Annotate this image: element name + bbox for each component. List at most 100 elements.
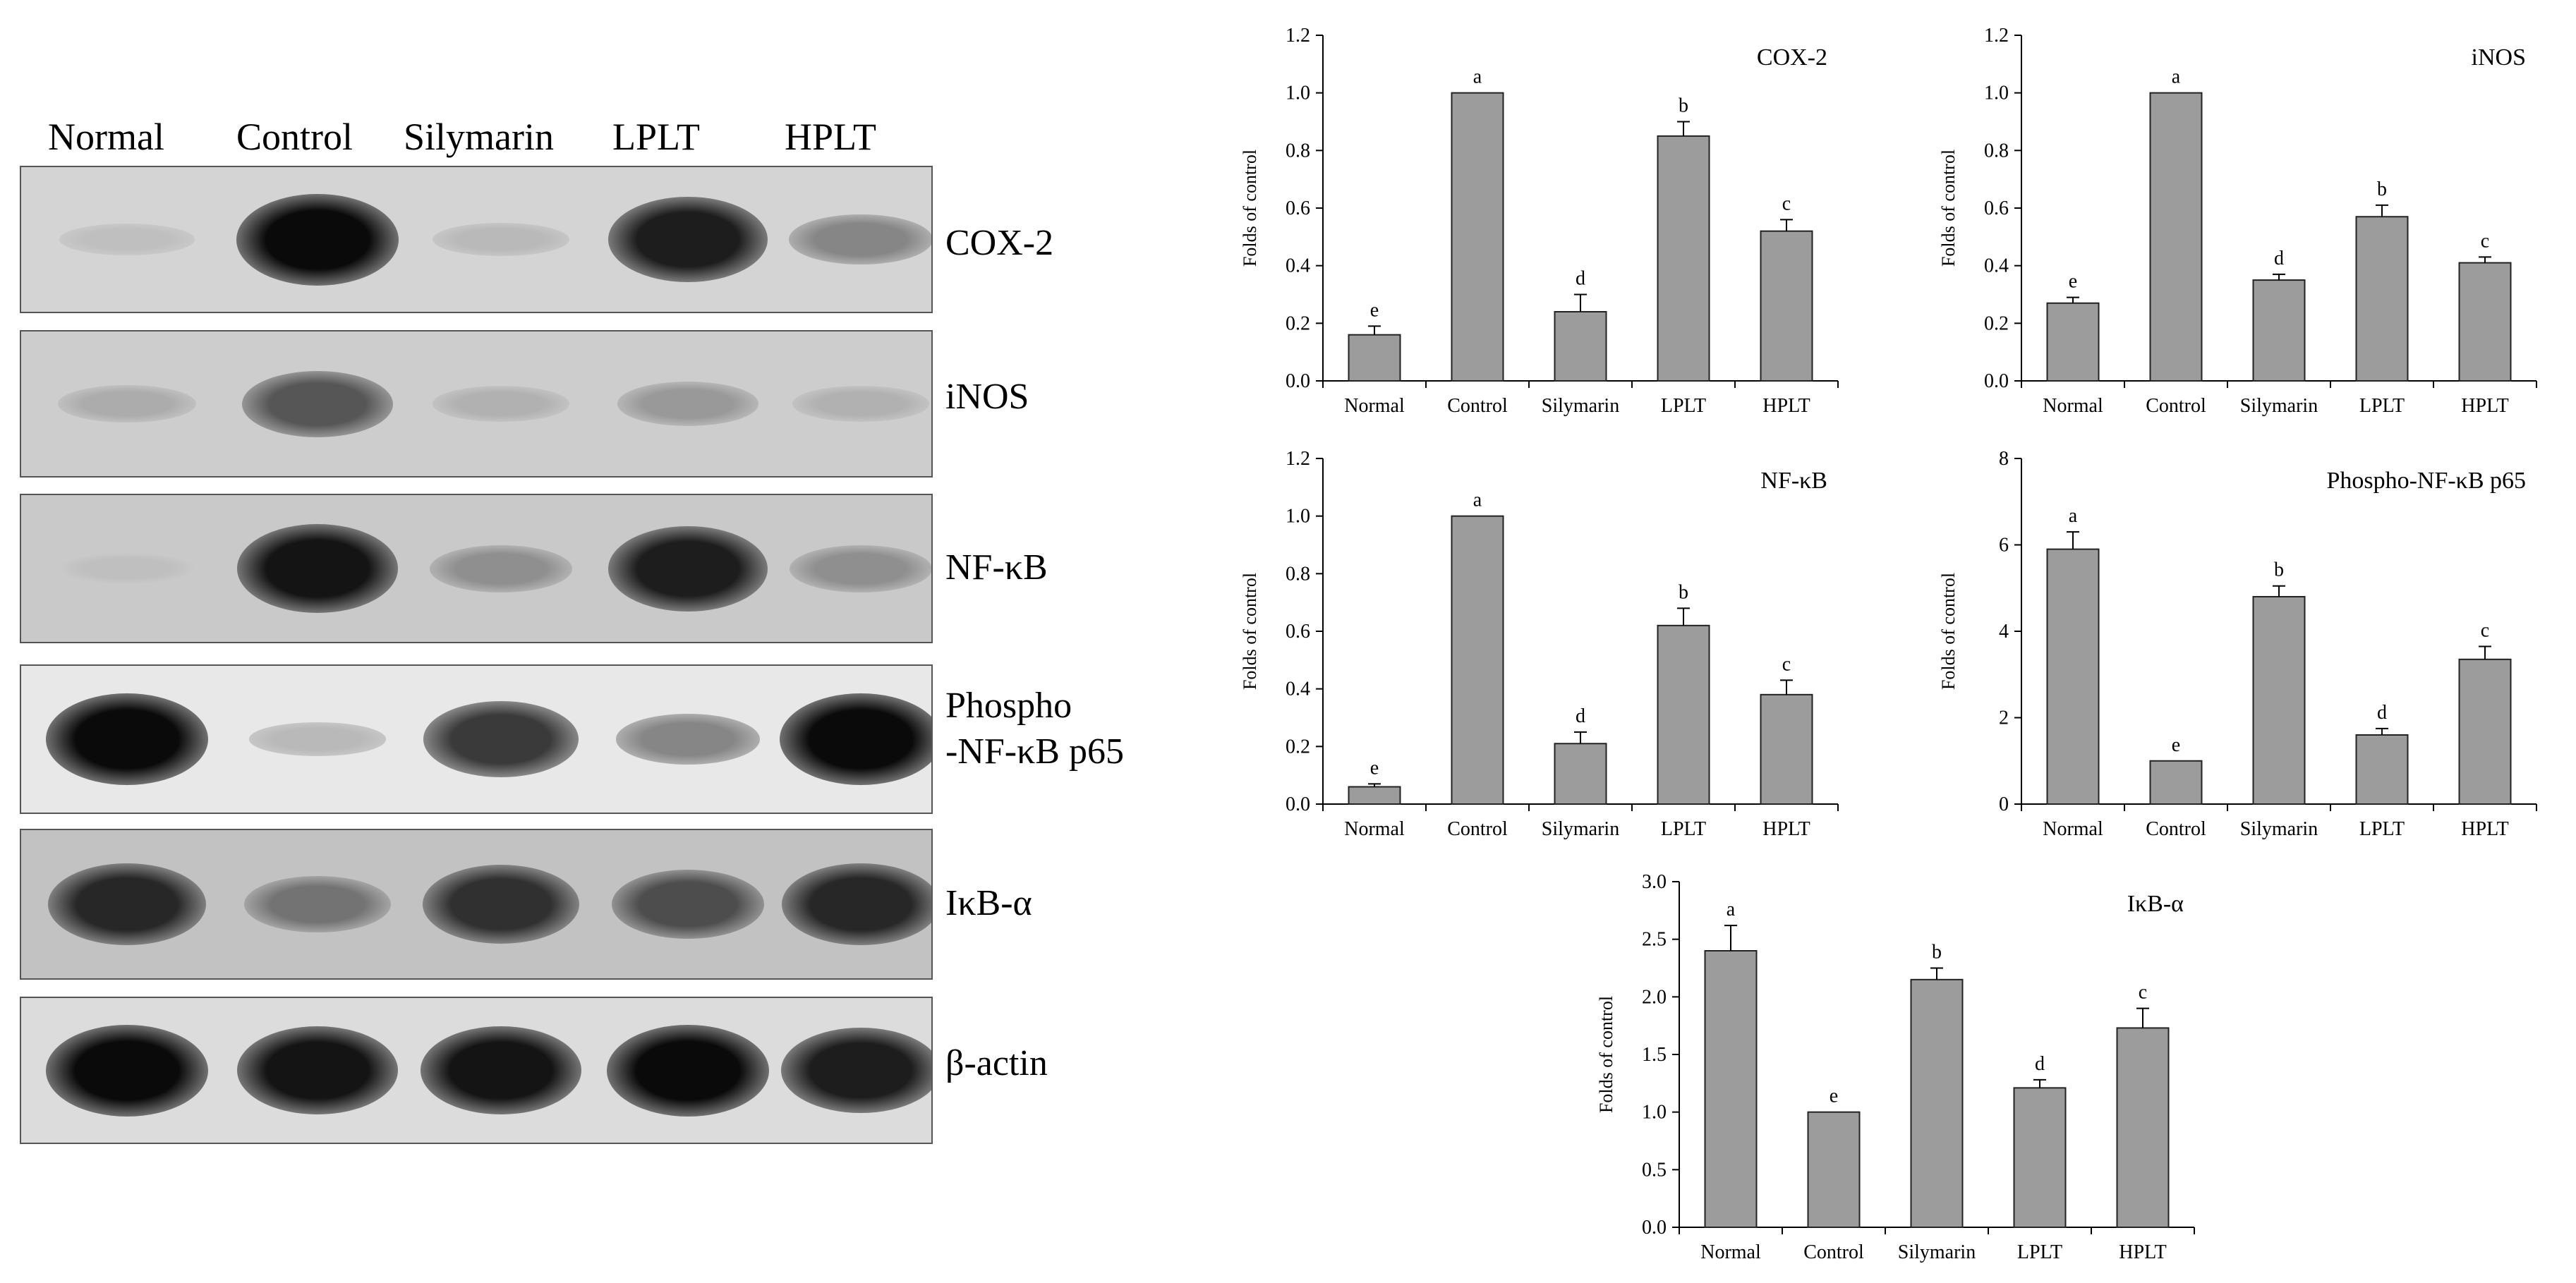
y-tick-label: 0.0	[1286, 370, 1310, 392]
protein-label-cox2: COX-2	[945, 223, 1054, 263]
x-tick-label: HPLT	[2119, 1241, 2166, 1263]
chart-title: Phospho-NF-κB p65	[2326, 468, 2526, 494]
bar	[1807, 1111, 1861, 1228]
lane-header-hplt: HPLT	[785, 116, 877, 158]
bar	[1348, 334, 1401, 382]
y-tick-label: 1.2	[1286, 448, 1310, 470]
blot-band	[607, 1024, 769, 1117]
blot-strip-beta-actin	[20, 997, 933, 1144]
x-tick-label: HPLT	[2461, 818, 2508, 840]
bar	[2252, 596, 2306, 805]
y-tick-label: 0.6	[1286, 197, 1310, 219]
significance-label: c	[2481, 230, 2489, 252]
blot-band	[616, 714, 760, 765]
x-tick-label: Control	[2146, 818, 2206, 840]
y-axis-label: Folds of control	[1240, 573, 1260, 690]
y-tick-label: 6	[1999, 535, 2009, 557]
significance-label: b	[2274, 559, 2284, 581]
chart-title: NF-κB	[1760, 468, 1827, 494]
y-axis-label: Folds of control	[1938, 573, 1959, 690]
blot-band	[244, 875, 391, 933]
bar	[1657, 135, 1710, 382]
blot-band	[46, 693, 208, 785]
y-tick-label: 0.2	[1286, 312, 1310, 334]
chart-title: IκB-α	[2127, 891, 2184, 917]
y-tick-label: 0.8	[1286, 140, 1310, 162]
x-tick-label: Silymarin	[1542, 818, 1619, 840]
significance-label: c	[1782, 653, 1791, 675]
significance-label: d	[2377, 702, 2387, 724]
significance-label: b	[1679, 581, 1688, 603]
significance-label: e	[2172, 734, 2180, 756]
x-tick-label: Control	[1803, 1241, 1864, 1263]
bar	[2013, 1087, 2067, 1228]
y-tick-label: 1.0	[1286, 83, 1310, 104]
y-tick-label: 0.0	[1286, 793, 1310, 815]
x-tick-label: Silymarin	[1898, 1241, 1976, 1263]
blot-band	[59, 552, 195, 585]
significance-label: e	[2069, 271, 2077, 293]
y-tick-label: 0.2	[1984, 312, 2009, 334]
chart-inos: 0.0 0.2 0.4 0.6 0.8 1.0 1.2 Folds of control iNO…	[1938, 25, 2537, 417]
significance-label: a	[2069, 505, 2078, 527]
significance-label: b	[1679, 95, 1688, 117]
x-tick-label: Normal	[2043, 395, 2103, 417]
y-tick-label: 0.6	[1984, 197, 2009, 219]
significance-label: d	[1576, 268, 1585, 290]
x-tick-label: LPLT	[2359, 395, 2405, 417]
y-tick-label: 2.5	[1642, 929, 1667, 951]
bar	[2355, 734, 2409, 805]
x-tick-label: Silymarin	[1542, 395, 1619, 417]
bar	[1451, 92, 1504, 382]
blot-band	[612, 869, 764, 940]
blot-band	[432, 386, 570, 422]
protein-label-ikba: IκB-α	[945, 883, 1032, 923]
significance-label: c	[2139, 982, 2147, 1004]
lane-header-lplt: LPLT	[612, 116, 701, 158]
bar	[2458, 658, 2512, 805]
x-tick-label: Control	[1447, 395, 1508, 417]
y-tick-label: 1.5	[1642, 1044, 1667, 1066]
lane-header-control: Control	[236, 116, 353, 158]
y-tick-label: 1.0	[1984, 83, 2009, 104]
bar	[1760, 693, 1813, 805]
x-tick-label: LPLT	[2359, 818, 2405, 840]
blot-band	[236, 193, 399, 286]
chart-title: iNOS	[2472, 44, 2526, 71]
y-tick-label: 0.0	[1642, 1217, 1667, 1239]
x-tick-label: Normal	[2043, 818, 2103, 840]
blot-band	[237, 1026, 398, 1115]
y-tick-label: 0.4	[1984, 255, 2009, 277]
x-tick-label: Normal	[1344, 818, 1405, 840]
significance-label: c	[1782, 193, 1791, 214]
y-tick-label: 1.0	[1286, 506, 1310, 528]
x-tick-label: Normal	[1700, 1241, 1761, 1263]
y-tick-label: 0.2	[1286, 736, 1310, 758]
significance-label: e	[1370, 299, 1379, 321]
x-tick-label: Silymarin	[2240, 818, 2318, 840]
chart-title: COX-2	[1757, 44, 1827, 71]
x-tick-label: LPLT	[2017, 1241, 2062, 1263]
blot-band	[421, 1026, 581, 1115]
y-axis-label: Folds of control	[1938, 150, 1959, 267]
chart-ikba: 0.0 0.5 1.0 1.5 2.0 2.5 3.0 Folds of control IκB…	[1596, 871, 2195, 1263]
blot-band	[423, 865, 579, 944]
bar	[1451, 515, 1504, 805]
protein-label-line-2: -NF-κB p65	[945, 731, 1124, 772]
bar	[1760, 230, 1813, 382]
blot-strip-nfkb	[20, 494, 933, 643]
significance-label: a	[1473, 490, 1482, 511]
y-tick-label: 3.0	[1642, 871, 1667, 893]
blot-band	[790, 545, 931, 592]
blot-band	[781, 1028, 931, 1113]
significance-label: e	[1830, 1086, 1838, 1107]
x-tick-label: HPLT	[1762, 818, 1810, 840]
protein-label-phospho-nfkb-p65: Phospho -NF-κB p65	[945, 683, 1124, 774]
bar	[2116, 1027, 2170, 1229]
blot-band	[59, 224, 195, 255]
bar	[2458, 262, 2512, 382]
bar	[1348, 786, 1401, 805]
blot-band	[46, 1024, 208, 1117]
chart-cox2: 0.0 0.2 0.4 0.6 0.8 1.0 1.2 Folds of control COX…	[1240, 25, 1839, 417]
blot-band	[58, 384, 196, 423]
